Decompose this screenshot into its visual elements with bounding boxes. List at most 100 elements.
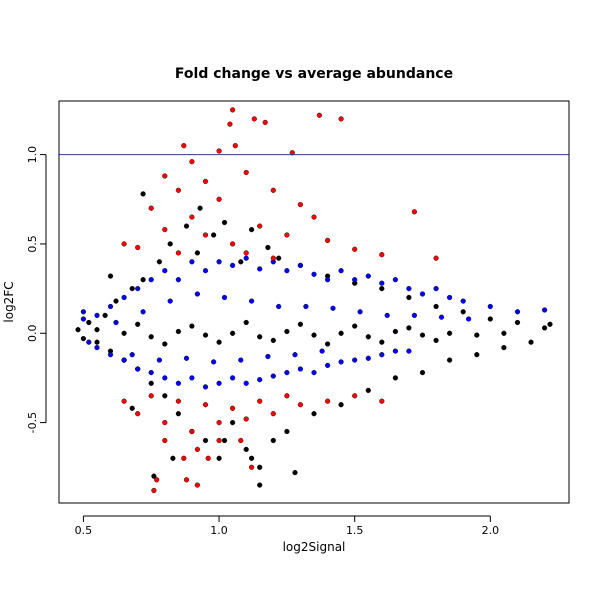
data-point xyxy=(113,298,119,304)
data-point xyxy=(202,332,209,338)
data-point xyxy=(216,380,222,386)
data-point xyxy=(230,262,236,269)
data-point xyxy=(257,334,263,340)
data-point xyxy=(230,375,236,381)
data-point xyxy=(216,339,222,345)
data-point xyxy=(257,398,263,404)
data-point xyxy=(419,370,426,376)
data-point xyxy=(406,325,412,331)
data-point xyxy=(284,370,290,376)
data-point xyxy=(194,482,201,488)
data-point xyxy=(433,303,439,310)
data-point xyxy=(107,352,114,358)
data-point xyxy=(365,387,371,394)
data-point xyxy=(80,316,87,322)
data-point xyxy=(338,402,344,408)
y-tick-label: 0.0 xyxy=(26,325,39,343)
data-point xyxy=(514,309,521,315)
data-point xyxy=(406,286,412,292)
data-point xyxy=(297,321,304,327)
y-axis-label: log2FC xyxy=(2,281,16,322)
data-point xyxy=(292,352,298,358)
data-point xyxy=(311,214,317,220)
data-point xyxy=(270,411,276,417)
data-point xyxy=(487,316,493,322)
data-point xyxy=(121,330,127,336)
data-point xyxy=(148,380,154,386)
data-point xyxy=(325,277,331,283)
x-axis: 0.5 1.0 1.5 2.0 xyxy=(75,515,499,537)
data-point xyxy=(474,352,480,358)
data-point xyxy=(249,227,255,233)
data-point xyxy=(162,420,168,426)
data-point xyxy=(148,205,154,211)
data-point xyxy=(411,312,418,319)
data-point xyxy=(487,303,493,310)
data-point xyxy=(257,377,263,383)
data-point xyxy=(189,159,195,165)
data-point xyxy=(433,286,439,292)
data-point xyxy=(460,298,466,304)
data-point xyxy=(352,277,358,283)
data-point xyxy=(325,398,331,404)
data-point xyxy=(541,325,548,331)
data-point xyxy=(175,411,182,417)
data-point xyxy=(202,232,209,238)
data-point xyxy=(379,352,385,358)
data-point xyxy=(270,187,276,193)
data-point xyxy=(251,116,257,122)
data-point xyxy=(194,291,201,297)
data-point xyxy=(154,477,160,483)
data-point xyxy=(140,191,146,197)
data-point xyxy=(162,437,168,444)
data-point xyxy=(297,202,304,208)
data-point xyxy=(205,455,211,461)
data-point xyxy=(311,411,317,417)
data-point xyxy=(265,353,271,360)
data-point xyxy=(202,402,209,408)
chart-title: Fold change vs average abundance xyxy=(175,66,453,82)
data-point xyxy=(156,357,163,363)
data-point xyxy=(238,357,244,363)
data-point xyxy=(162,227,168,233)
data-point xyxy=(284,232,290,238)
data-point xyxy=(148,393,154,399)
data-point xyxy=(175,398,182,404)
y-tick-label: 1.0 xyxy=(26,146,39,164)
data-point xyxy=(221,294,228,301)
data-point xyxy=(243,250,249,256)
data-point xyxy=(311,332,317,338)
data-point xyxy=(447,357,453,363)
data-point xyxy=(501,345,507,351)
data-point xyxy=(297,402,304,408)
data-point xyxy=(352,323,358,329)
data-point xyxy=(148,370,154,376)
data-point xyxy=(338,359,344,365)
data-point xyxy=(151,473,157,479)
data-point xyxy=(379,398,385,404)
data-point xyxy=(94,345,100,351)
data-point xyxy=(94,312,100,319)
data-point xyxy=(284,393,290,399)
data-point xyxy=(270,373,276,379)
data-point xyxy=(102,312,108,319)
data-point xyxy=(162,375,168,381)
data-point xyxy=(216,437,222,444)
data-point xyxy=(121,357,127,363)
data-point xyxy=(379,252,385,258)
data-point xyxy=(447,294,453,301)
data-point xyxy=(181,143,187,149)
data-point xyxy=(352,246,358,252)
data-point xyxy=(365,273,371,279)
x-axis-label: log2Signal xyxy=(283,540,346,554)
data-point xyxy=(189,214,195,220)
data-point xyxy=(243,319,249,326)
data-point xyxy=(379,286,385,292)
data-point xyxy=(227,121,233,127)
data-point xyxy=(175,277,182,283)
data-point xyxy=(183,355,190,361)
data-point xyxy=(528,339,534,345)
data-point xyxy=(94,327,100,333)
data-point xyxy=(338,330,344,336)
data-point xyxy=(501,330,507,336)
